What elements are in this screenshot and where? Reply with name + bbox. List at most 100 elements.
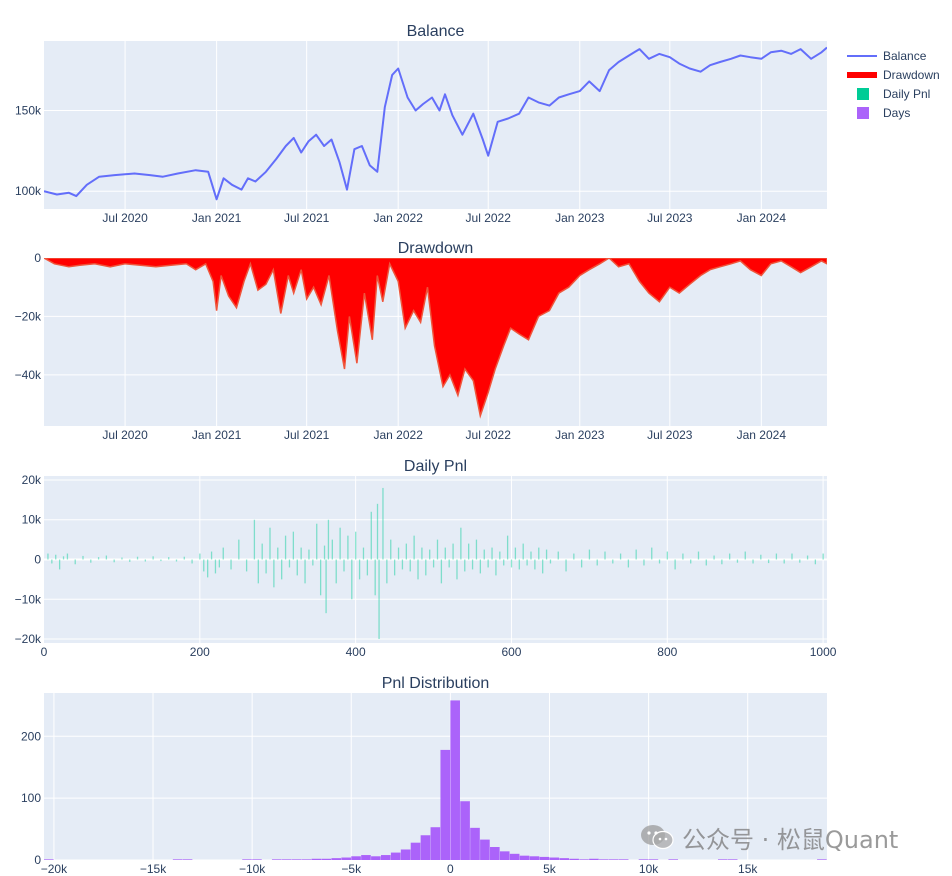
histogram-bar	[252, 859, 262, 860]
x-tick-label: −15k	[140, 862, 167, 876]
histogram-bar	[549, 857, 560, 860]
pnl-bar	[253, 519, 256, 560]
pnl-bar	[713, 555, 715, 560]
histogram-bar	[400, 849, 411, 860]
histogram-bar	[638, 859, 649, 860]
pnl-bar	[752, 559, 754, 564]
pnl-bar	[573, 553, 575, 560]
pnl-bar	[495, 559, 497, 576]
pnl-bar	[651, 547, 653, 560]
pnl-bar	[66, 553, 69, 560]
pnl-bar	[526, 559, 528, 566]
pnl-bar	[288, 559, 291, 568]
pnl-bar	[257, 559, 259, 584]
x-tick-label: Jan 2023	[555, 211, 605, 225]
series-balance	[44, 46, 827, 201]
pnl-bar	[183, 556, 185, 560]
y-tick-label: −40k	[15, 368, 42, 382]
pnl-bar	[736, 559, 739, 563]
pnl-bar	[514, 547, 517, 560]
pnl-bar	[425, 559, 427, 576]
pnl-bar	[273, 559, 275, 588]
histogram-bar	[717, 859, 728, 860]
pnl-bar	[483, 549, 485, 560]
pnl-bar	[518, 559, 520, 570]
pnl-bar	[308, 549, 310, 560]
histogram-bar	[361, 855, 371, 860]
histogram-bar	[529, 856, 540, 860]
legend-item: Days	[857, 106, 910, 120]
series-daily-pnl	[47, 487, 824, 640]
histogram-bar	[470, 827, 480, 860]
pnl-bar	[503, 559, 505, 566]
pnl-bar	[635, 549, 637, 560]
y-tick-label: 0	[34, 251, 41, 265]
pnl-bar	[545, 549, 548, 560]
y-tick-label: 0	[34, 553, 41, 567]
x-tick-label: 200	[190, 645, 210, 659]
pnl-bar	[806, 555, 809, 560]
pnl-bar	[74, 559, 76, 565]
pnl-bar	[207, 559, 209, 578]
x-tick-label: 400	[346, 645, 366, 659]
pnl-bar	[300, 547, 302, 560]
histogram-bar	[380, 855, 391, 860]
pnl-bar	[557, 551, 559, 560]
x-tick-label: 0	[447, 862, 454, 876]
y-tick-label: 0	[34, 853, 41, 867]
pnl-bar	[417, 559, 419, 580]
x-tick-label: Jul 2021	[284, 428, 330, 442]
pnl-bar	[265, 559, 267, 574]
y-tick-label: −10k	[15, 592, 42, 606]
pnl-bar	[230, 559, 232, 570]
x-tick-label: −10k	[239, 862, 266, 876]
histogram-bar	[301, 859, 312, 860]
pnl-bar	[47, 553, 49, 560]
x-tick-label: Jul 2023	[647, 428, 693, 442]
pnl-bar	[643, 559, 645, 566]
pnl-bar	[549, 559, 552, 564]
pnl-bar	[468, 543, 470, 560]
histogram-bar	[727, 859, 738, 860]
pnl-bar	[799, 559, 801, 563]
pnl-bar	[814, 559, 817, 565]
pnl-bar	[312, 559, 314, 566]
x-tick-label: Jan 2024	[737, 211, 787, 225]
histogram-bar	[311, 858, 322, 860]
legend-label: Drawdown	[883, 68, 940, 82]
pnl-bar	[168, 557, 170, 560]
pnl-bar	[386, 559, 388, 584]
watermark-text: 公众号 · 松鼠Quant	[682, 825, 899, 854]
x-tick-label: 0	[41, 645, 48, 659]
pnl-bar	[331, 539, 333, 560]
x-tick-label: 1000	[810, 645, 837, 659]
x-tick-label: −5k	[341, 862, 362, 876]
pnl-bar	[281, 559, 283, 580]
legend-item: Drawdown	[847, 68, 940, 82]
histogram-bar	[271, 859, 282, 860]
legend-item: Balance	[847, 49, 927, 63]
x-tick-label: Jan 2022	[373, 428, 423, 442]
histogram-bar	[351, 856, 361, 860]
histogram-bar	[291, 859, 302, 860]
pnl-bar	[565, 559, 567, 572]
pnl-bar	[534, 559, 536, 570]
x-tick-label: 600	[501, 645, 521, 659]
x-tick-label: Jan 2024	[737, 428, 787, 442]
watermark: 公众号 · 松鼠Quant	[640, 822, 899, 854]
x-tick-label: Jul 2021	[284, 211, 330, 225]
pnl-bar	[421, 547, 423, 560]
pnl-bar	[506, 535, 509, 560]
pnl-bar	[510, 559, 513, 568]
pnl-bar	[822, 553, 824, 560]
pnl-bar	[222, 547, 224, 560]
pnl-bar	[55, 554, 57, 560]
legend-label: Days	[883, 106, 910, 120]
pnl-bar	[218, 559, 220, 568]
pnl-bar	[436, 539, 439, 560]
pnl-bar	[464, 559, 466, 572]
pnl-bar	[791, 553, 793, 560]
histogram-bar	[460, 801, 470, 860]
pnl-bar	[522, 543, 524, 560]
pnl-bar	[362, 547, 365, 560]
